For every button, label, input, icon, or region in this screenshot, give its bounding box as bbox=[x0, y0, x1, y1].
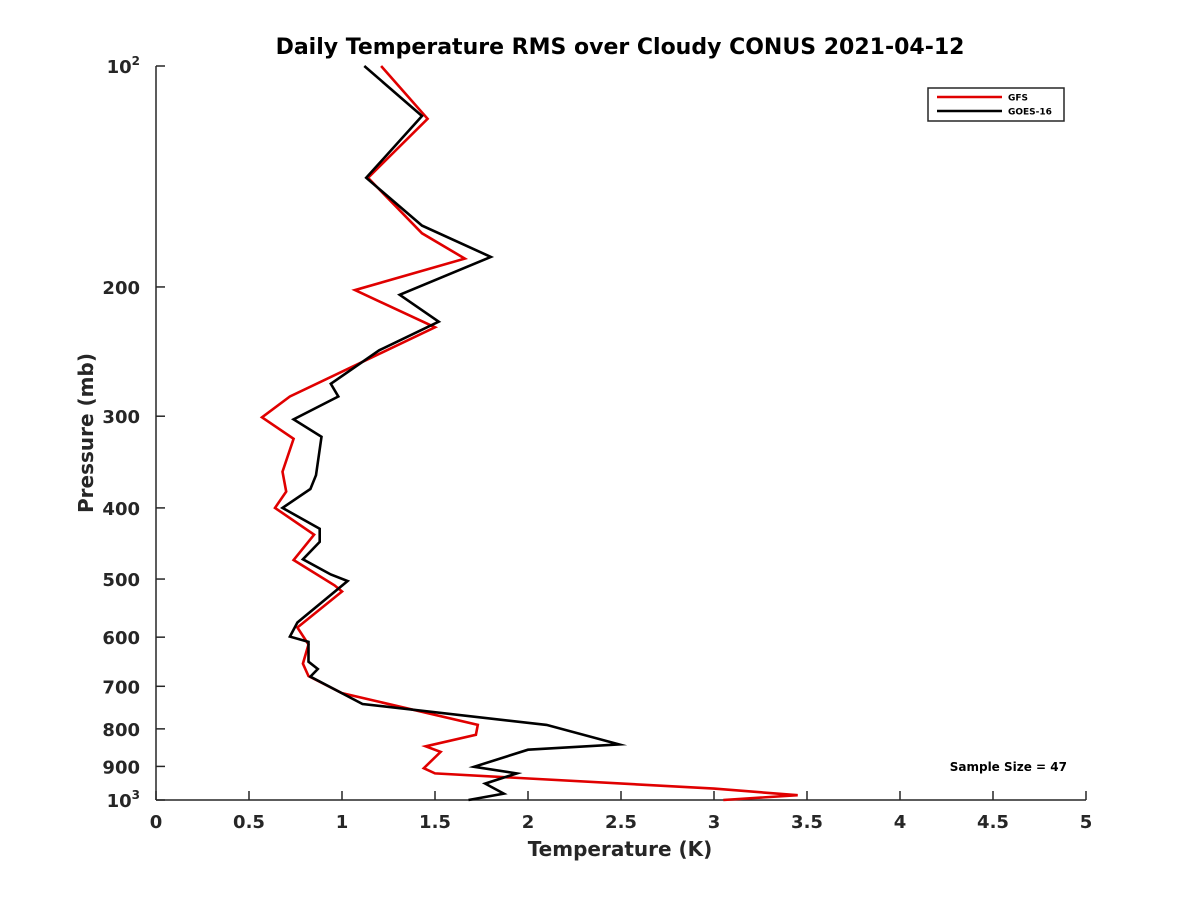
y-axis-ticks: 102 200 300 400 500 600 700 800 900 103 bbox=[102, 54, 165, 812]
sample-size-annotation: Sample Size = 47 bbox=[950, 760, 1067, 774]
x-tick-label: 0 bbox=[150, 812, 163, 833]
x-axis-label: Temperature (K) bbox=[528, 837, 713, 861]
x-tick-label: 4.5 bbox=[977, 812, 1009, 833]
x-tick-label: 0.5 bbox=[233, 812, 265, 833]
x-tick-label: 1.5 bbox=[419, 812, 451, 833]
y-tick-label: 400 bbox=[102, 499, 140, 520]
legend-box bbox=[927, 87, 1065, 122]
x-tick-label: 2.5 bbox=[605, 812, 637, 833]
x-tick-label: 3 bbox=[708, 812, 721, 833]
y-tick-label: 103 bbox=[107, 788, 140, 812]
legend-label: GFS bbox=[1008, 94, 1028, 104]
chart-title: Daily Temperature RMS over Cloudy CONUS … bbox=[276, 35, 965, 60]
y-tick-label: 700 bbox=[102, 677, 140, 698]
y-axis-label: Pressure (mb) bbox=[74, 353, 98, 513]
series-line-goes-16 bbox=[280, 65, 628, 802]
y-tick-label: 900 bbox=[102, 757, 140, 778]
y-tick-label: 500 bbox=[102, 570, 140, 591]
y-tick-label: 200 bbox=[102, 278, 140, 299]
legend-label: GOES-16 bbox=[1008, 108, 1052, 118]
series-line-gfs bbox=[259, 65, 798, 802]
y-tick-label: 600 bbox=[102, 628, 140, 649]
x-tick-label: 3.5 bbox=[791, 812, 823, 833]
x-tick-label: 1 bbox=[336, 812, 349, 833]
y-tick-label: 300 bbox=[102, 407, 140, 428]
series-group bbox=[259, 65, 798, 802]
y-tick-label: 800 bbox=[102, 720, 140, 741]
y-tick-label: 102 bbox=[107, 54, 140, 78]
x-tick-label: 5 bbox=[1080, 812, 1093, 833]
legend: GFS GOES-16 bbox=[927, 87, 1065, 122]
x-tick-label: 4 bbox=[894, 812, 907, 833]
x-axis-ticks: 0 0.5 1 1.5 2 2.5 3 3.5 4 4.5 5 bbox=[150, 791, 1093, 833]
x-tick-label: 2 bbox=[522, 812, 535, 833]
